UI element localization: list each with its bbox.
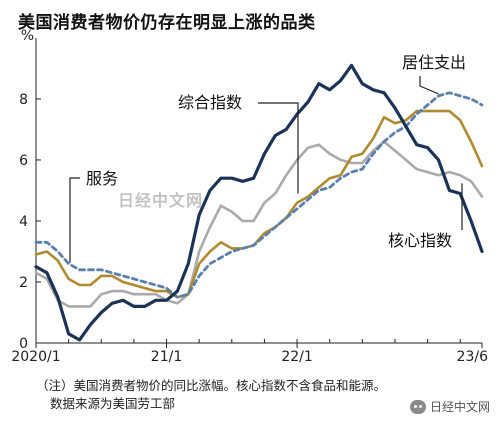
label-headline: 综合指数 <box>178 93 242 112</box>
chart-note: （注）美国消费者物价的同比涨幅。核心指数不含食品和能源。 数据来源为美国劳工部 <box>36 377 386 413</box>
y-tick-label: 6 <box>19 153 28 169</box>
x-tick-label: 2020/1 <box>11 349 60 365</box>
leader-services <box>69 177 80 263</box>
label-services: 服务 <box>86 169 118 188</box>
axes: % 0 2 4 6 8 2020/1 21/1 22/1 23/6 <box>11 28 488 365</box>
note-line-2: 数据来源为美国劳工部 <box>50 396 176 411</box>
series-line-0 <box>34 63 484 342</box>
leader-shelter <box>419 76 439 95</box>
y-tick-label: 0 <box>19 336 28 352</box>
y-axis-unit: % <box>21 28 34 44</box>
label-core: 核心指数 <box>388 231 452 250</box>
chart-title: 美国消费者物价仍存在明显上涨的品类 <box>18 13 316 33</box>
note-line-1: （注）美国消费者物价的同比涨幅。核心指数不含食品和能源。 <box>36 378 387 393</box>
wechat-icon <box>409 399 426 414</box>
wechat-label: 日经中文网 <box>429 400 490 414</box>
x-tick-label: 21/1 <box>151 349 182 365</box>
leader-headline <box>258 102 299 194</box>
series-lines <box>34 63 484 342</box>
x-tick-label: 23/6 <box>457 349 489 365</box>
x-tick-label: 22/1 <box>281 349 312 365</box>
wechat-badge: 日经中文网 <box>409 398 490 415</box>
watermark: 日经中文网 <box>118 191 204 210</box>
series-line-1 <box>34 140 484 308</box>
series-line-3 <box>34 91 484 299</box>
y-tick-label: 8 <box>19 92 28 108</box>
y-tick-label: 4 <box>19 214 28 230</box>
y-tick-label: 2 <box>19 275 28 291</box>
label-shelter: 居住支出 <box>402 53 466 72</box>
